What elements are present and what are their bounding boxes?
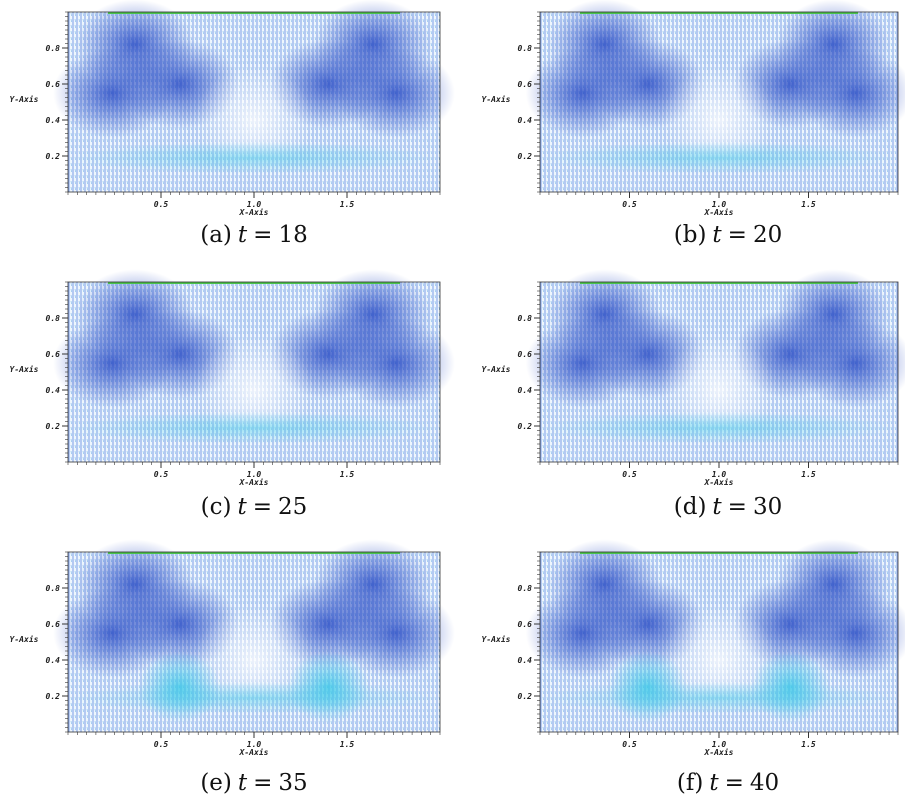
y-tick-label: 0.4 [518,386,533,395]
x-tick-label: 1.5 [801,200,816,209]
caption-variable: t [238,222,248,248]
panel: 0.5 1.0 1.5 0.2 0.4 0.6 0.8 X-Axis Y-Axis (d) t = 30 [482,269,905,520]
vector-field [53,269,455,462]
vector-field [53,0,455,192]
y-tick-label: 0.2 [518,692,533,701]
y-tick-label: 0.2 [46,152,61,161]
x-tick-label: 1.0 [247,470,262,479]
caption-value: 35 [278,770,307,796]
y-tick-label: 0.6 [46,620,61,629]
caption-label: (e) [200,770,232,796]
caption-label: (c) [201,494,232,520]
x-tick-label: 0.5 [154,470,169,479]
caption: (f) t = 40 [677,770,779,796]
x-tick-label: 0.5 [622,740,637,749]
y-tick-label: 0.8 [518,44,533,53]
caption-variable: t [238,494,248,520]
caption-label: (d) [674,494,707,520]
caption-relation: = [728,494,747,520]
caption-value: 40 [750,770,779,796]
caption-value: 30 [753,494,782,520]
caption: (d) t = 30 [674,494,782,520]
caption-value: 20 [753,222,782,248]
caption-variable: t [712,494,722,520]
y-tick-label: 0.8 [518,584,533,593]
vector-field [525,269,905,462]
x-tick-label: 1.0 [247,740,262,749]
x-axis-label: X-Axis [704,477,734,487]
caption-label: (a) [200,222,232,248]
caption-relation: = [725,770,744,796]
caption-relation: = [253,770,272,796]
x-tick-label: 0.5 [622,470,637,479]
y-tick-label: 0.6 [518,350,533,359]
x-tick-label: 0.5 [622,200,637,209]
caption: (b) t = 20 [674,222,782,248]
y-tick-label: 0.8 [518,314,533,323]
x-axis-label: X-Axis [239,477,269,487]
y-axis-label: Y-Axis [10,94,39,104]
y-tick-label: 0.6 [518,620,533,629]
y-axis-label: Y-Axis [482,364,511,374]
y-tick-label: 0.2 [46,692,61,701]
panel: 0.5 1.0 1.5 0.2 0.4 0.6 0.8 X-Axis Y-Axis (c) t = 25 [10,269,455,520]
y-tick-label: 0.8 [46,584,61,593]
x-tick-label: 1.0 [712,470,727,479]
caption-variable: t [712,222,722,248]
x-tick-label: 1.5 [340,740,355,749]
y-axis-label: Y-Axis [482,634,511,644]
x-tick-label: 1.0 [712,740,727,749]
x-tick-label: 1.5 [801,740,816,749]
x-tick-label: 1.0 [712,200,727,209]
caption-relation: = [253,222,272,248]
x-tick-label: 1.5 [340,200,355,209]
vector-field [53,539,455,732]
panel: 0.5 1.0 1.5 0.2 0.4 0.6 0.8 X-Axis Y-Axis (b) t = 20 [482,0,905,248]
y-tick-label: 0.2 [518,152,533,161]
caption-value: 25 [278,494,307,520]
y-axis-label: Y-Axis [10,634,39,644]
caption-relation: = [728,222,747,248]
x-tick-label: 1.0 [247,200,262,209]
caption-variable: t [709,770,719,796]
y-axis-label: Y-Axis [482,94,511,104]
y-tick-label: 0.8 [46,44,61,53]
x-tick-label: 0.5 [154,200,169,209]
panel: 0.5 1.0 1.5 0.2 0.4 0.6 0.8 X-Axis Y-Axis (a) t = 18 [10,0,455,248]
x-axis-label: X-Axis [704,747,734,757]
y-tick-label: 0.4 [518,116,533,125]
vector-field [525,0,905,192]
y-tick-label: 0.4 [46,386,61,395]
x-axis-label: X-Axis [239,207,269,217]
caption: (c) t = 25 [201,494,308,520]
caption: (e) t = 35 [200,770,307,796]
y-tick-label: 0.4 [46,116,61,125]
x-axis-label: X-Axis [239,747,269,757]
y-tick-label: 0.8 [46,314,61,323]
y-tick-label: 0.2 [46,422,61,431]
caption: (a) t = 18 [200,222,307,248]
vector-field [525,539,905,732]
y-axis-label: Y-Axis [10,364,39,374]
y-tick-label: 0.4 [518,656,533,665]
y-tick-label: 0.6 [46,80,61,89]
x-tick-label: 1.5 [801,470,816,479]
x-tick-label: 1.5 [340,470,355,479]
caption-variable: t [238,770,248,796]
caption-label: (f) [677,770,703,796]
y-tick-label: 0.6 [46,350,61,359]
caption-relation: = [253,494,272,520]
x-tick-label: 0.5 [154,740,169,749]
caption-label: (b) [674,222,707,248]
x-axis-label: X-Axis [704,207,734,217]
caption-value: 18 [278,222,307,248]
y-tick-label: 0.2 [518,422,533,431]
panel: 0.5 1.0 1.5 0.2 0.4 0.6 0.8 X-Axis Y-Axis (e) t = 35 [10,539,455,796]
y-tick-label: 0.6 [518,80,533,89]
y-tick-label: 0.4 [46,656,61,665]
panel: 0.5 1.0 1.5 0.2 0.4 0.6 0.8 X-Axis Y-Axis (f) t = 40 [482,539,905,796]
